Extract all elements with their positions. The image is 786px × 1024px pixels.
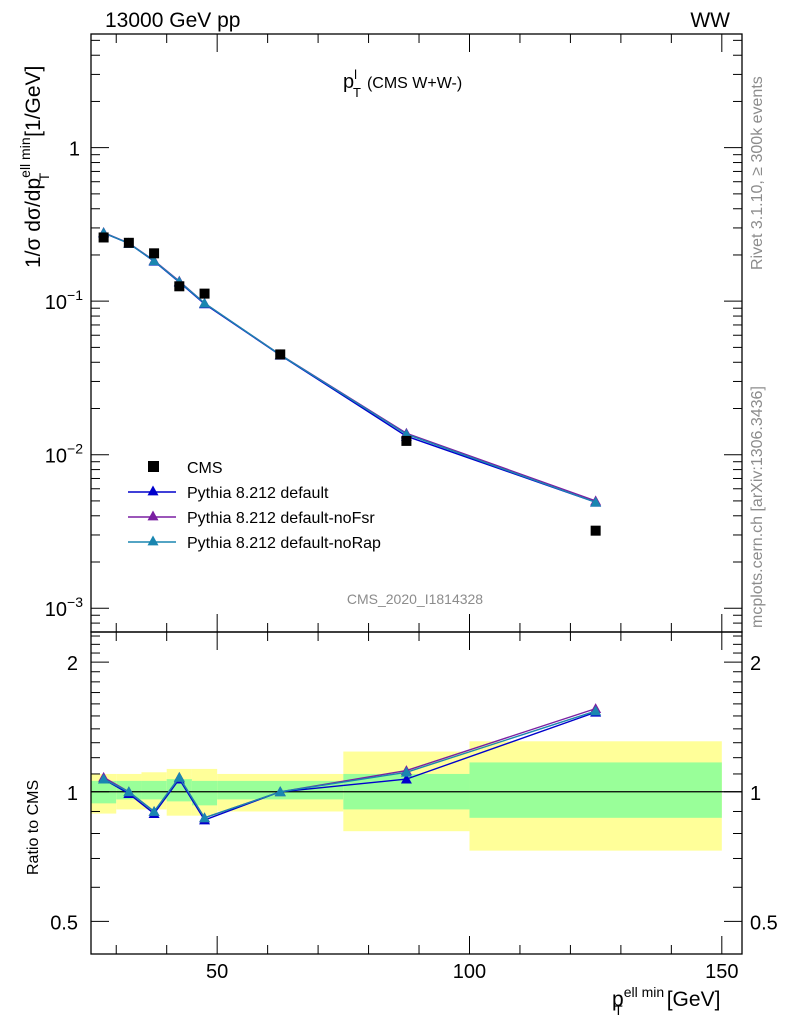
band-inner-2 <box>141 780 167 800</box>
ratio-uncertainty-bands <box>91 741 742 851</box>
series-line-1 <box>103 231 596 502</box>
cms-data-point-2 <box>149 248 160 259</box>
x-axis-label-units: [GeV] <box>667 988 721 1011</box>
x-axis-label-sub: T <box>614 1002 623 1018</box>
ratio-tick-label-left-2: 0.5 <box>50 912 78 934</box>
ratio-panel-series <box>98 703 602 825</box>
x-tick-label-2: 150 <box>705 961 738 983</box>
band-inner-7 <box>469 762 722 818</box>
ratio-2-point-6 <box>400 766 412 777</box>
ratio-2-point-3 <box>173 771 185 782</box>
ratio-tick-label-left-0: 2 <box>67 653 78 675</box>
y-tick-label-2: 10−2 <box>45 441 83 468</box>
analysis-watermark: CMS_2020_I1814328 <box>347 591 483 607</box>
series-2-point-4 <box>199 297 211 308</box>
legend-marker-0 <box>148 461 159 472</box>
y-axis-label-units: [1/GeV] <box>22 66 45 137</box>
ratio-y-axis-label: Ratio to CMS <box>25 780 42 875</box>
panel-title-rest: (CMS W+W-) <box>367 75 462 92</box>
ratio-2-point-2 <box>148 805 160 816</box>
axis-ticks: 1 10−1 10−2 10−3 2 2 1 1 0.5 0.5 50 100 150 <box>45 34 778 983</box>
y-tick-label-0: 1 <box>69 139 80 161</box>
mcplots-label: mcplots.cern.ch [arXiv:1306.3436] <box>749 386 766 628</box>
series-line-2 <box>103 232 596 503</box>
ratio-2-point-7 <box>590 705 602 716</box>
legend-label-0: CMS <box>187 460 223 477</box>
ratio-tick-label-right-0: 2 <box>750 653 761 675</box>
ratio-2-point-4 <box>199 812 211 823</box>
legend-marker-1 <box>147 485 159 496</box>
cms-data-point-0 <box>98 232 109 243</box>
cms-data-point-6 <box>401 435 412 446</box>
cms-data-point-4 <box>199 288 210 299</box>
x-tick-label-0: 50 <box>206 961 228 983</box>
band-inner-4 <box>191 780 218 806</box>
panel-title: pl T (CMS W+W-) <box>343 67 462 100</box>
ratio-tick-label-right-1: 1 <box>750 783 761 805</box>
series-line-0 <box>103 232 596 503</box>
series-2-point-7 <box>590 496 602 507</box>
y-axis-label-sup: ell min <box>17 137 33 177</box>
series-2-point-2 <box>148 255 160 266</box>
ratio-tick-label-right-2: 0.5 <box>750 912 778 934</box>
y-tick-label-1: 10−1 <box>45 287 83 314</box>
cms-data-point-7 <box>590 525 601 536</box>
rivet-version-label: Rivet 3.1.10, ≥ 300k events <box>749 76 766 270</box>
header-collision-label: 13000 GeV pp <box>105 9 240 32</box>
x-tick-label-1: 100 <box>453 961 486 983</box>
ratio-2-point-0 <box>98 773 110 784</box>
legend-marker-2 <box>147 510 159 521</box>
y-axis-label-main: 1/σ dσ/dp <box>22 178 45 268</box>
legend-label-3: Pythia 8.212 default-noRap <box>187 535 381 552</box>
band-inner-3 <box>166 779 192 802</box>
y-axis-label: 1/σ dσ/dpell min T [1/GeV] <box>17 66 52 268</box>
cms-data-point-3 <box>174 281 185 292</box>
cms-data-point-5 <box>275 349 286 360</box>
y-tick-label-3: 10−3 <box>45 594 83 621</box>
panel-title-sup: l <box>354 67 357 82</box>
legend-label-1: Pythia 8.212 default <box>187 485 329 502</box>
panel-title-sub: T <box>353 85 361 100</box>
legend: CMS Pythia 8.212 default Pythia 8.212 defa… <box>128 460 381 552</box>
x-axis-label-p: p <box>612 988 624 1011</box>
x-axis-label: pell min T [GeV] <box>612 984 720 1018</box>
header-process-label: WW <box>690 9 730 32</box>
ratio-panel-frame <box>90 631 743 955</box>
ratio-tick-label-left-1: 1 <box>67 783 78 805</box>
y-axis-label-sub: T <box>36 172 52 181</box>
legend-marker-3 <box>147 535 159 546</box>
top-panel-series <box>98 227 602 536</box>
ratio-0-point-6 <box>400 773 412 784</box>
ratio-2-point-5 <box>274 786 286 797</box>
ratio-2-point-1 <box>123 786 135 797</box>
cms-data-point-1 <box>123 237 134 248</box>
panel-title-p: p <box>343 71 354 93</box>
x-axis-label-sup: ell min <box>624 984 664 1000</box>
legend-label-2: Pythia 8.212 default-noFsr <box>187 510 375 527</box>
